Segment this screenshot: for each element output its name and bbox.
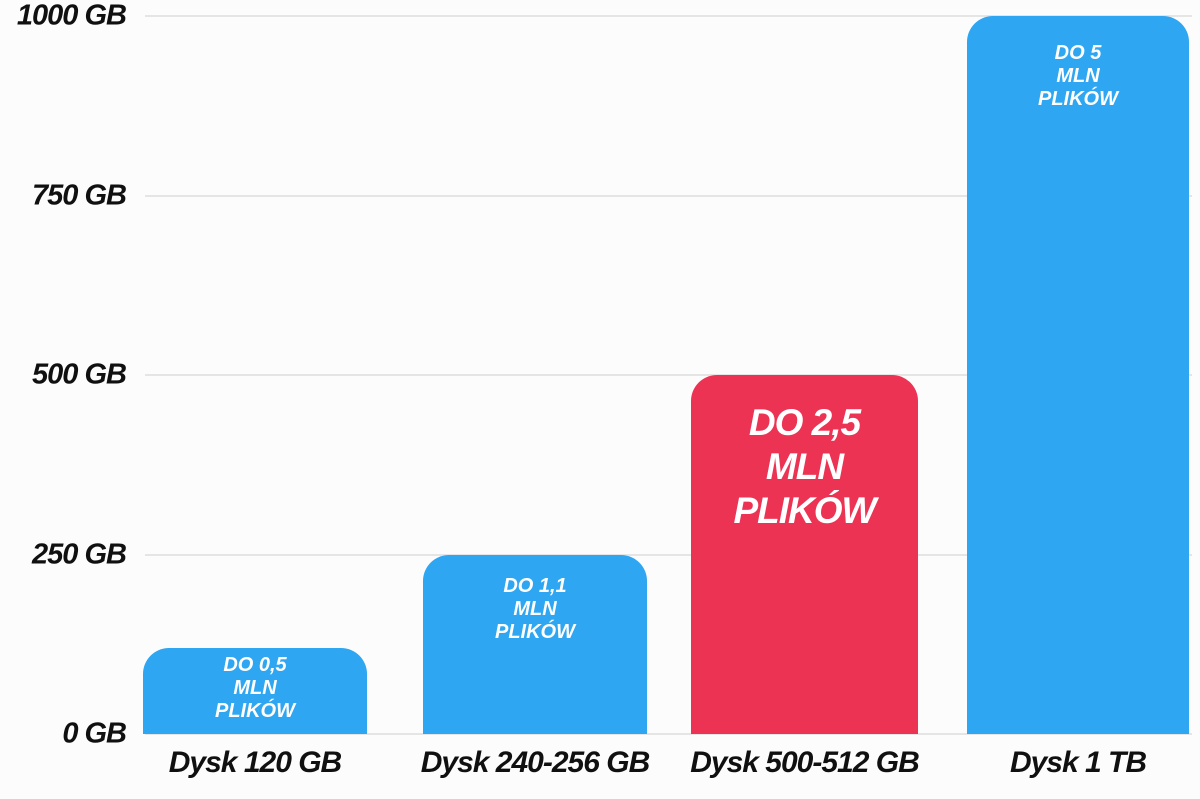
- y-tick-label-500-gb: 500 GB: [32, 358, 127, 391]
- bar-annotation-dysk-240-256-gb: DO 1,1 MLN PLIKÓW: [423, 555, 647, 644]
- gridline-0-gb: [145, 733, 1192, 735]
- x-tick-label-dysk-120-gb: Dysk 120 GB: [168, 746, 342, 779]
- x-tick-label-dysk-1-tb: Dysk 1 TB: [1009, 746, 1147, 779]
- bar-annotation-line: MLN: [233, 676, 277, 699]
- bar-annotation-line: DO 2,5: [748, 402, 861, 443]
- bar-annotation-line: DO 1,1: [503, 574, 567, 597]
- bar-annotation-line: PLIKÓW: [215, 699, 295, 722]
- gridline-250-gb: [145, 553, 1192, 556]
- bar-dysk-240-256-gb: DO 1,1 MLN PLIKÓW: [423, 554, 647, 734]
- bar-dysk-1-tb: DO 5 MLN PLIKÓW: [967, 16, 1189, 734]
- bar-annotation-line: DO 5: [1054, 42, 1102, 64]
- bar-annotation-line: PLIKÓW: [1038, 88, 1118, 110]
- bar-annotation-line: DO 0,5: [223, 653, 287, 676]
- bar-annotation-line: MLN: [765, 446, 844, 487]
- bar-dysk-120-gb: DO 0,5 MLN PLIKÓW: [143, 647, 367, 734]
- bar-annotation-line: PLIKÓW: [495, 620, 575, 643]
- x-tick-label-dysk-240-256-gb: Dysk 240-256 GB: [420, 746, 651, 779]
- bar-annotation-dysk-500-512-gb: DO 2,5 MLN PLIKÓW: [691, 375, 918, 533]
- bar-annotation-dysk-120-gb: DO 0,5 MLN PLIKÓW: [143, 648, 367, 723]
- y-tick-label-1000-gb: 1000 GB: [16, 0, 127, 32]
- bar-annotation-line: MLN: [513, 597, 557, 620]
- gridline-1000-gb: [145, 15, 1192, 17]
- bar-annotation-dysk-1-tb: DO 5 MLN PLIKÓW: [967, 16, 1189, 111]
- y-tick-label-250-gb: 250 GB: [32, 538, 127, 570]
- x-tick-label-dysk-500-512-gb: Dysk 500-512 GB: [690, 746, 920, 779]
- y-tick-label-750-gb: 750 GB: [32, 179, 127, 211]
- y-tick-label-0-gb: 0 GB: [62, 717, 127, 750]
- gridline-500-gb: [145, 374, 1192, 376]
- bar-dysk-500-512-gb: DO 2,5 MLN PLIKÓW: [691, 375, 918, 734]
- bar-annotation-line: PLIKÓW: [733, 490, 877, 531]
- gridline-750-gb: [145, 194, 1192, 197]
- bar-annotation-line: MLN: [1056, 65, 1100, 87]
